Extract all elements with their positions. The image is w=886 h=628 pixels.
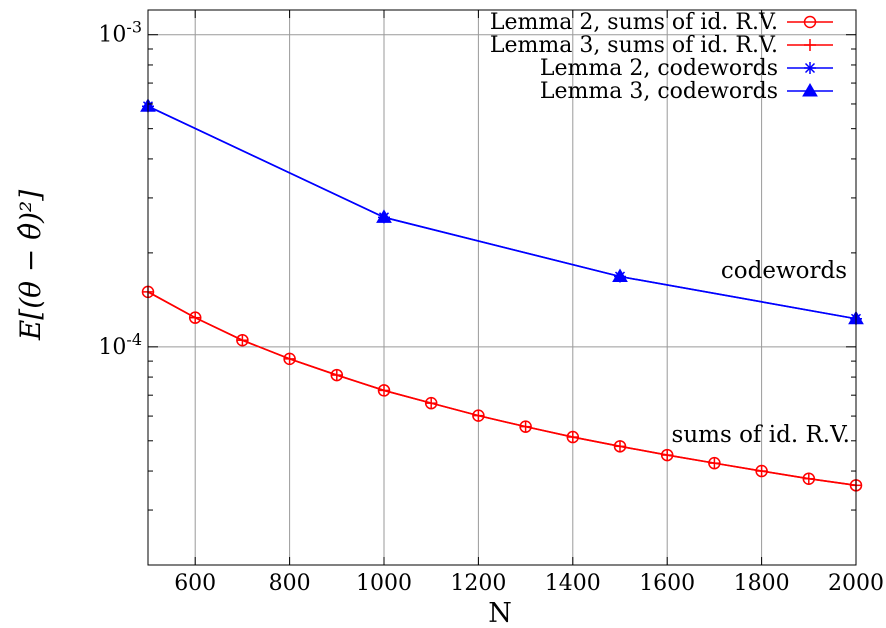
- data-point-plus: [472, 409, 485, 422]
- data-point-plus: [708, 457, 721, 470]
- y-axis-ticks: 10-3 10-4: [98, 18, 856, 566]
- data-point-star: [804, 62, 816, 74]
- data-point-plus: [330, 369, 343, 382]
- data-point-triangle: [612, 268, 628, 283]
- marker-triangle: [376, 209, 392, 223]
- y-tick-label: 10-4: [98, 330, 142, 360]
- data-point-plus: [189, 311, 202, 324]
- x-axis-ticks: 600 800 1000 1200 1400 1600 1800 2000: [174, 10, 884, 596]
- data-point-plus: [661, 449, 674, 462]
- legend-label: Lemma 3, sums of id. R.V.: [490, 33, 778, 58]
- legend-item: Lemma 3, codewords: [540, 79, 833, 104]
- legend-label: Lemma 3, codewords: [540, 79, 778, 104]
- series-line: [147, 291, 857, 487]
- series-line: [147, 105, 857, 320]
- legend-item: Lemma 3, sums of id. R.V.: [490, 33, 833, 58]
- legend-item: Lemma 2, codewords: [540, 56, 833, 81]
- x-tick-label: 1800: [734, 571, 790, 596]
- data-point-plus: [283, 352, 296, 365]
- series-0: [141, 285, 863, 492]
- x-tick-label: 1200: [450, 571, 506, 596]
- data-point-circle: [803, 15, 817, 29]
- marker-star-d2: [804, 62, 816, 74]
- y-axis-label-text: E[(θ − θ̂)²]: [14, 190, 47, 341]
- annotations: codewords sums of id. R.V.: [672, 258, 850, 448]
- x-tick-label: 1400: [545, 571, 601, 596]
- series-line: [147, 105, 857, 320]
- plot-area-frame: [147, 9, 857, 566]
- marker-triangle: [802, 83, 818, 97]
- data-point-plus: [614, 440, 626, 453]
- data-point-plus: [566, 431, 579, 444]
- data-point-plus: [755, 465, 768, 478]
- series-2: [142, 100, 862, 325]
- legend: Lemma 2, sums of id. R.V.Lemma 3, sums o…: [490, 10, 833, 104]
- series-3: [140, 98, 864, 325]
- data-point-plus: [519, 420, 532, 433]
- x-tick-label: 1600: [639, 571, 695, 596]
- data-point-plus: [236, 334, 249, 347]
- x-tick-label: 2000: [828, 571, 884, 596]
- grid: [148, 10, 857, 565]
- legend-label: Lemma 2, codewords: [540, 56, 778, 81]
- series-1: [142, 285, 862, 492]
- x-axis-label: N: [488, 598, 512, 628]
- marker-triangle: [612, 268, 628, 283]
- annotation-label: codewords: [721, 258, 847, 284]
- data-point-plus: [378, 384, 390, 397]
- legend-item: Lemma 2, sums of id. R.V.: [490, 10, 833, 35]
- x-tick-label: 1000: [356, 571, 412, 596]
- data-point-triangle: [802, 83, 818, 97]
- x-tick-label: 600: [174, 571, 216, 596]
- data-point-plus: [425, 397, 438, 410]
- x-tick-label: 800: [269, 571, 311, 596]
- y-axis-label: E[(θ − θ̂)²]: [14, 190, 47, 341]
- series-line: [147, 291, 857, 487]
- marker-circle: [803, 15, 817, 29]
- data-point-plus: [802, 472, 815, 485]
- data-point-triangle: [376, 209, 392, 223]
- legend-label: Lemma 2, sums of id. R.V.: [490, 10, 778, 35]
- data-point-plus: [804, 39, 816, 51]
- y-tick-label: 10-3: [98, 18, 142, 48]
- annotation-label: sums of id. R.V.: [672, 422, 850, 448]
